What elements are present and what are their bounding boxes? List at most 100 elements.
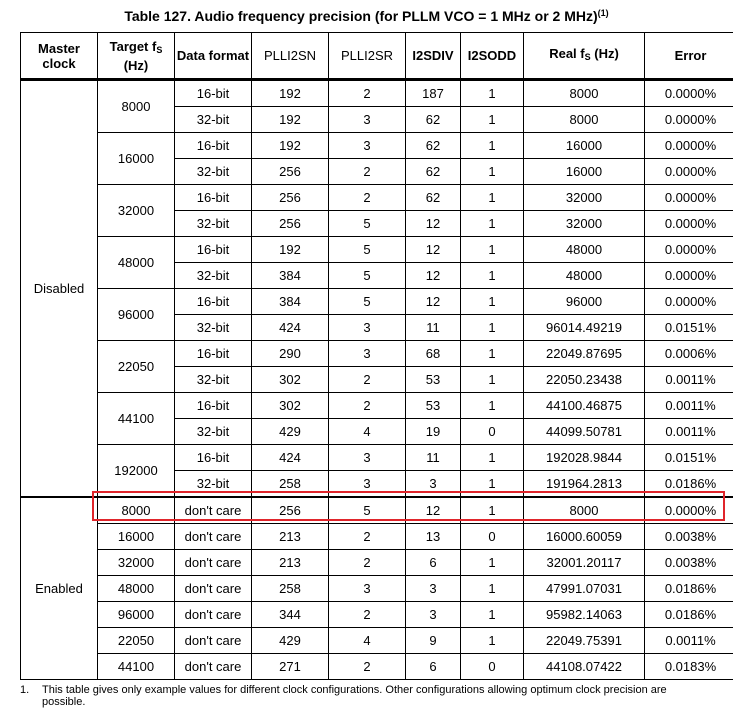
header-i2sodd: I2SODD xyxy=(460,32,524,80)
master-clock-enabled: Enabled xyxy=(20,496,98,680)
plli2sr-cell: 5 xyxy=(328,496,406,524)
plli2sn-cell: 256 xyxy=(251,496,329,524)
plli2sr-cell: 3 xyxy=(328,444,406,471)
format-cell: don't care xyxy=(174,549,252,576)
plli2sn-cell: 256 xyxy=(251,210,329,237)
real-cell: 22049.87695 xyxy=(523,340,645,367)
plli2sr-cell: 5 xyxy=(328,262,406,289)
plli2sr-cell: 3 xyxy=(328,575,406,602)
error-cell: 0.0011% xyxy=(644,366,733,393)
i2sdiv-cell: 12 xyxy=(405,288,461,315)
plli2sn-cell: 192 xyxy=(251,106,329,133)
plli2sn-cell: 271 xyxy=(251,653,329,680)
header-i2sdiv: I2SDIV xyxy=(405,32,461,80)
target-fs-cell: 22050 xyxy=(97,340,175,393)
format-cell: don't care xyxy=(174,601,252,628)
real-cell: 22050.23438 xyxy=(523,366,645,393)
target-fs-cell: 44100 xyxy=(97,392,175,445)
title-footnote-ref: (1) xyxy=(597,8,609,18)
format-cell: 32-bit xyxy=(174,106,252,133)
header-real-fs-unit: (Hz) xyxy=(594,46,619,61)
plli2sr-cell: 2 xyxy=(328,79,406,107)
i2sodd-cell: 1 xyxy=(460,210,524,237)
i2sodd-cell: 1 xyxy=(460,158,524,185)
header-real-fs-sub: S xyxy=(584,52,591,62)
footnote-text: This table gives only example values for… xyxy=(42,684,667,708)
plli2sr-cell: 3 xyxy=(328,314,406,341)
real-cell: 192028.9844 xyxy=(523,444,645,471)
table-title-text: Table 127. Audio frequency precision (fo… xyxy=(124,8,598,24)
i2sodd-cell: 1 xyxy=(460,132,524,159)
table-row: 22050 16-bit 290 3 68 1 22049.87695 0.0006% xyxy=(21,340,733,393)
i2sodd-cell: 1 xyxy=(460,601,524,628)
i2sdiv-cell: 62 xyxy=(405,158,461,185)
table-row: 16000 don't care 213 2 13 0 16000.60059 0.0038% xyxy=(21,523,733,550)
format-cell: 16-bit xyxy=(174,79,252,107)
header-plli2sn: PLLI2SN xyxy=(251,32,329,80)
target-fs-cell: 8000 xyxy=(97,496,175,524)
plli2sn-cell: 258 xyxy=(251,470,329,498)
i2sdiv-cell: 62 xyxy=(405,106,461,133)
target-fs-cell: 16000 xyxy=(97,132,175,185)
format-cell: don't care xyxy=(174,523,252,550)
target-fs-cell: 8000 xyxy=(97,79,175,133)
error-cell: 0.0000% xyxy=(644,288,733,315)
table-row: 32000 don't care 213 2 6 1 32001.20117 0.0038% xyxy=(21,549,733,576)
header-row: Master clock Target fS (Hz) Data format P… xyxy=(20,32,733,80)
format-cell: don't care xyxy=(174,575,252,602)
real-cell: 47991.07031 xyxy=(523,575,645,602)
plli2sr-cell: 3 xyxy=(328,470,406,498)
real-cell: 95982.14063 xyxy=(523,601,645,628)
plli2sr-cell: 5 xyxy=(328,236,406,263)
i2sodd-cell: 1 xyxy=(460,549,524,576)
error-cell: 0.0011% xyxy=(644,418,733,445)
target-fs-cell: 32000 xyxy=(97,184,175,237)
format-cell: 16-bit xyxy=(174,392,252,419)
plli2sr-cell: 3 xyxy=(328,132,406,159)
i2sdiv-cell: 11 xyxy=(405,444,461,471)
format-cell: 16-bit xyxy=(174,132,252,159)
target-fs-cell: 32000 xyxy=(97,549,175,576)
plli2sr-cell: 3 xyxy=(328,340,406,367)
format-cell: 32-bit xyxy=(174,262,252,289)
table-row: 32-bit 424 3 11 1 96014.49219 0.0151% xyxy=(21,314,733,341)
plli2sr-cell: 2 xyxy=(328,523,406,550)
plli2sn-cell: 213 xyxy=(251,549,329,576)
real-cell: 44099.50781 xyxy=(523,418,645,445)
target-fs-cell: 22050 xyxy=(97,627,175,654)
i2sdiv-cell: 3 xyxy=(405,575,461,602)
error-cell: 0.0006% xyxy=(644,340,733,367)
real-cell: 32000 xyxy=(523,184,645,211)
master-clock-disabled: Disabled xyxy=(20,79,98,498)
i2sodd-cell: 1 xyxy=(460,340,524,367)
error-cell: 0.0000% xyxy=(644,496,733,524)
audio-precision-table: Master clock Target fS (Hz) Data format P… xyxy=(20,32,733,680)
table-row: 32-bit 429 4 19 0 44099.50781 0.0011% xyxy=(21,418,733,445)
error-cell: 0.0011% xyxy=(644,627,733,654)
i2sdiv-cell: 53 xyxy=(405,366,461,393)
i2sodd-cell: 1 xyxy=(460,236,524,263)
real-cell: 32000 xyxy=(523,210,645,237)
i2sodd-cell: 0 xyxy=(460,418,524,445)
i2sodd-cell: 1 xyxy=(460,392,524,419)
header-target-fs-sub: S xyxy=(156,44,163,55)
table-row: 16000 16-bit 192 3 62 1 16000 0.0000% xyxy=(21,132,733,185)
table-row: 32-bit 256 5 12 1 32000 0.0000% xyxy=(21,210,733,237)
i2sdiv-cell: 13 xyxy=(405,523,461,550)
format-cell: 16-bit xyxy=(174,236,252,263)
error-cell: 0.0186% xyxy=(644,470,733,498)
target-fs-cell: 96000 xyxy=(97,601,175,628)
target-fs-cell: 48000 xyxy=(97,575,175,602)
target-fs-cell: 96000 xyxy=(97,288,175,341)
header-target-fs-label: Target f xyxy=(109,38,157,54)
real-cell: 44100.46875 xyxy=(523,392,645,419)
i2sodd-cell: 1 xyxy=(460,575,524,602)
plli2sn-cell: 429 xyxy=(251,627,329,654)
table-row: 44100 don't care 271 2 6 0 44108.07422 0.0183% xyxy=(21,653,733,680)
format-cell: don't care xyxy=(174,627,252,654)
format-cell: 16-bit xyxy=(174,288,252,315)
table-row: Enabled 8000 don't care 256 5 12 1 8000 0.0000% xyxy=(20,496,733,680)
real-cell: 48000 xyxy=(523,262,645,289)
table-title: Table 127. Audio frequency precision (fo… xyxy=(0,8,733,24)
real-cell: 44108.07422 xyxy=(523,653,645,680)
